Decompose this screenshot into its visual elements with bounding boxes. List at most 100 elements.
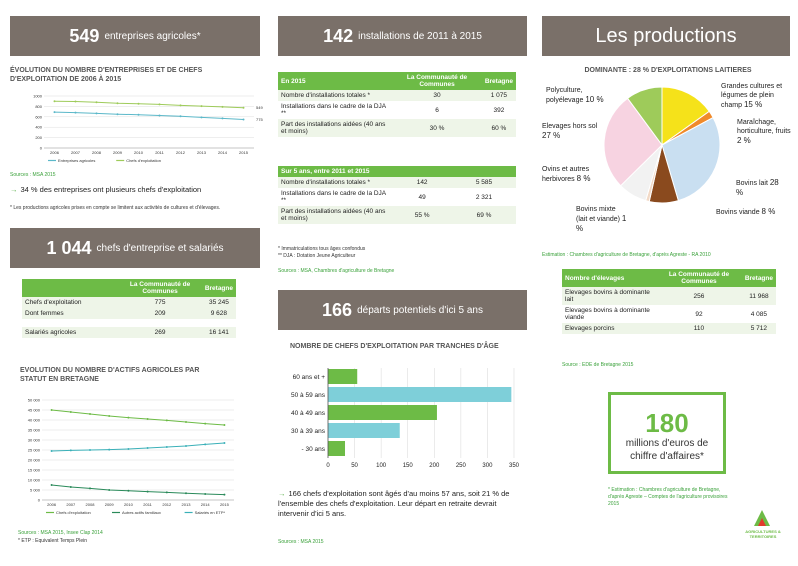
data-point <box>116 113 119 116</box>
banner-text: chefs d'entreprise et salariés <box>96 242 224 254</box>
banner-number: 142 <box>323 25 354 46</box>
series-line <box>51 409 225 426</box>
chart2-title: EVOLUTION DU NOMBRE D'ACTIFS AGRICOLES P… <box>20 367 200 383</box>
source-2: Sources : MSA 2015, Insee Clap 2014 <box>18 530 103 536</box>
series-line <box>51 442 225 452</box>
table-elevages: Nombre d'élevages La Communauté de Commu… <box>562 269 776 334</box>
x-tick-label: 2014 <box>201 502 211 507</box>
data-point <box>221 117 224 120</box>
table-chefs: La Communauté de Communes Bretagne Chefs… <box>22 279 236 338</box>
legend-label: Chefs d'exploitation <box>126 158 161 163</box>
chart-actifs: 0 5 000 10 000 15 000 20 000 25 000 30 000 35 0… <box>28 398 234 515</box>
data-point <box>185 421 187 423</box>
x-tick-label: 2012 <box>162 502 172 507</box>
data-point <box>204 493 207 495</box>
y-tick-label: 15 000 <box>28 468 41 473</box>
th <box>22 279 119 297</box>
category-label: 50 à 59 ans <box>291 392 326 399</box>
th: Nombre d'élevages <box>562 269 657 287</box>
pie-label-bovins-viande: Bovins viande 8 % <box>716 207 776 217</box>
x-tick-label: 2010 <box>124 502 134 507</box>
cell: Nombre d'installations totales * <box>278 177 393 188</box>
x-tick-label: 300 <box>482 463 493 469</box>
data-point <box>127 489 130 492</box>
source-4: Sources : MSA 2015 <box>278 539 324 545</box>
th: Bretagne <box>481 72 516 90</box>
x-tick-label: 250 <box>456 463 467 469</box>
x-tick-label: 350 <box>509 463 520 469</box>
pie-label-name: Ovins et autres herbivores <box>542 166 590 183</box>
cell: 256 <box>656 287 742 305</box>
x-tick-label: 2015 <box>239 150 249 155</box>
x-tick-label: 2008 <box>86 502 96 507</box>
cell: 392 <box>481 101 516 119</box>
y-tick-label: 30 000 <box>28 438 41 443</box>
table-installations-5ans: Sur 5 ans, entre 2011 et 2015 Nombre d'i… <box>278 166 516 224</box>
cell: 5 585 <box>452 177 516 188</box>
legend-label: Autres actifs familiaux <box>122 510 161 515</box>
x-tick-label: 2013 <box>182 502 192 507</box>
pie-slice <box>626 86 663 147</box>
source-1: Sources : MSA 2015 <box>10 172 56 178</box>
cell: 4 085 <box>741 305 776 323</box>
cell: 69 % <box>452 206 516 224</box>
bar <box>328 387 512 402</box>
x-tick-label: 2009 <box>105 502 115 507</box>
logo: AGRICULTURES & TERRITOIRES <box>738 508 788 548</box>
cell: 11 968 <box>741 287 776 305</box>
banner-text: installations de 2011 à 2015 <box>358 30 482 42</box>
y-tick-label: 40 000 <box>28 418 41 423</box>
cell: 6 <box>392 101 482 119</box>
cell: 2 321 <box>452 188 516 206</box>
data-point <box>108 448 111 451</box>
pie-label-name: Elevages hors sol <box>542 123 598 130</box>
data-point <box>221 105 224 108</box>
data-point <box>69 449 72 452</box>
y-tick-label: 1000 <box>33 94 43 99</box>
data-point <box>200 105 203 108</box>
cell: 142 <box>392 177 453 188</box>
pie-label-value: 1 % <box>576 214 627 233</box>
banner-installations: 142 installations de 2011 à 2015 <box>278 16 527 56</box>
data-point <box>69 486 72 488</box>
th: En 2015 <box>278 72 393 90</box>
source-6: Source : EDE de Bretagne 2015 <box>562 362 634 368</box>
table-row: Nombre d'installations totales * 142 5 5… <box>278 177 516 188</box>
data-point <box>242 118 245 121</box>
x-tick-label: 2011 <box>143 502 152 507</box>
cell: Nombre d'installations totales * <box>278 90 393 101</box>
data-point <box>223 442 226 444</box>
table-row: Installations dans le cadre de la DJA **… <box>278 101 516 119</box>
banner-text: entreprises agricoles* <box>104 30 201 42</box>
y-tick-label: 400 <box>35 125 42 130</box>
table-row: Salariés agricoles 269 16 141 <box>22 327 236 338</box>
data-point <box>53 111 56 114</box>
th: Bretagne <box>201 279 236 297</box>
x-tick-label: 2007 <box>66 502 76 507</box>
pie-label-value: 2 % <box>737 136 751 145</box>
arrow-icon: → <box>10 185 18 194</box>
table-installations-2015: En 2015 La Communauté de Communes Bretag… <box>278 72 516 137</box>
chart3-title: NOMBRE DE CHEFS D'EXPLOITATION PAR TRANC… <box>290 343 499 350</box>
pie-label-grandes-cultures: Grandes cultures et légumes de plein cha… <box>721 82 793 110</box>
source-5: Estimation : Chambres d'agriculture de B… <box>542 252 711 258</box>
table-row: Dont femmes 209 9 628 <box>22 308 236 319</box>
x-tick-label: 2006 <box>47 502 57 507</box>
cell: 55 % <box>392 206 453 224</box>
end-value-label: 775 <box>256 117 263 122</box>
pie-label-value: 8 % <box>761 207 776 216</box>
footnote-installations: * Immatriculations tous âges confondus *… <box>278 246 365 260</box>
pie-slice <box>661 116 721 202</box>
pie-label-name: Maraîchage, horticulture, fruits <box>737 119 791 135</box>
table-row: Part des installations aidées (40 ans et… <box>278 206 516 224</box>
pie-label-name: Grandes cultures et légumes de plein cha… <box>721 83 783 109</box>
table-row: Elevages porcins 110 5 712 <box>562 323 776 334</box>
data-point <box>89 449 91 451</box>
footnote-line: * Immatriculations tous âges confondus <box>278 246 366 252</box>
y-tick-label: 25 000 <box>28 448 41 453</box>
data-point <box>95 112 98 115</box>
data-point <box>127 448 130 450</box>
cell: Installations dans le cadre de la DJA ** <box>278 101 393 119</box>
bar <box>328 405 437 420</box>
data-point <box>146 490 149 493</box>
